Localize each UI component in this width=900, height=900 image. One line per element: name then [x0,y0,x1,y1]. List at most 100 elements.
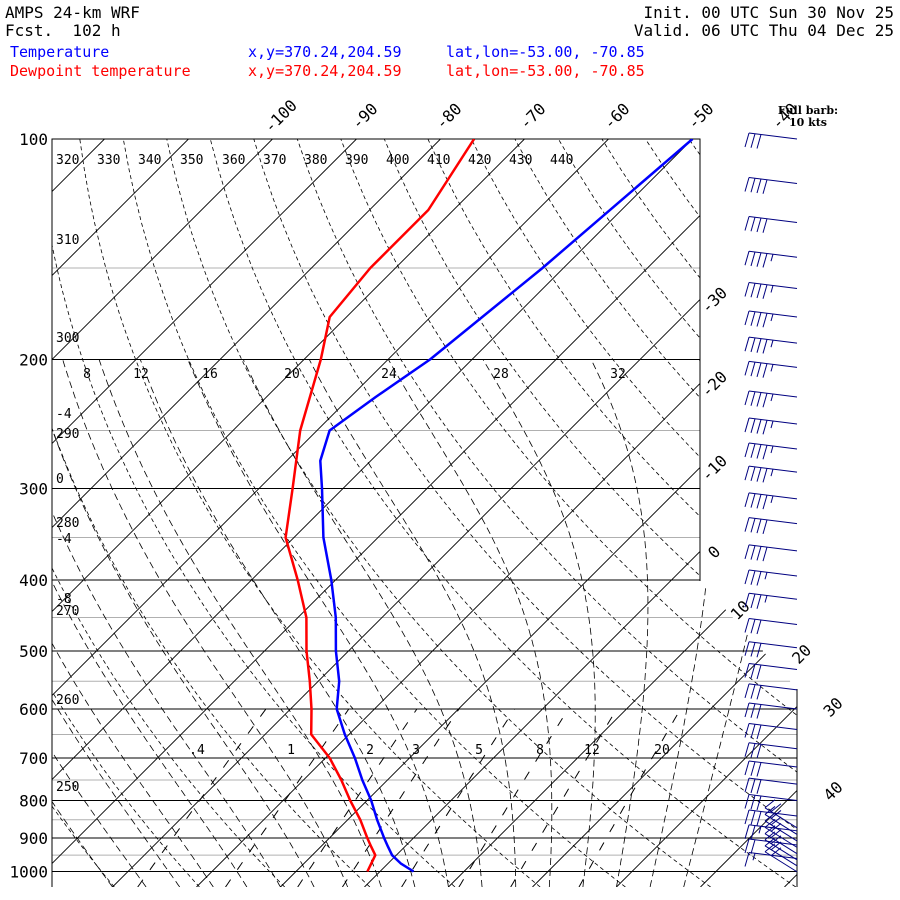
moist-adiabat-line [52,359,281,887]
wind-barb-half [758,826,762,834]
isotherm-label-top: -50 [684,99,718,133]
isotherm-label-top: -90 [348,99,382,133]
wind-barb-flag [744,251,750,266]
wind-barb-flag [756,571,762,586]
wind-barb-flag [744,618,750,633]
theta-label-top: 340 [138,153,161,168]
wind-barb-flag [764,843,776,853]
wind-barb-flag [756,704,762,719]
wind-barb [744,617,798,635]
wind-barb-flag [756,664,762,680]
wind-barb-flag [756,134,762,149]
wind-barb-flag [764,837,776,847]
wind-barb-flag [750,251,756,267]
wind-barb-flag [744,760,750,776]
wind-barb-half [770,469,774,477]
wind-barb [744,793,798,811]
isotherm-line [616,139,797,887]
dry-adiabat-line [52,139,115,887]
wind-barb-flag [744,417,750,433]
theta-label-top: 370 [263,153,286,168]
pressure-label: 200 [19,350,48,369]
dry-adiabat-line [514,139,797,887]
wind-barb-staff [764,807,798,829]
wind-barb-half [770,393,774,402]
moist-adiabat-line [139,359,416,887]
wind-barb-flag [750,761,756,776]
wind-barb-flag [750,593,756,609]
wind-barb [744,336,798,354]
isotherm-label-top: -60 [600,99,634,133]
moist-adiabat-line [98,359,382,887]
temperature-profile [319,139,694,873]
isotherm-label-right: 10 [727,597,754,624]
isotherm-label-left: 0 [56,472,64,487]
wind-barb-flag [762,495,768,510]
init-time: Init. 00 UTC Sun 30 Nov 25 [643,3,894,22]
mixing-ratio-label: 8 [536,743,544,758]
dry-adiabat-line [775,139,797,887]
wind-barb-flag [756,392,762,407]
isotherm-line [52,139,777,887]
wind-barb-flag [750,570,756,585]
moist-adiabat-line [52,359,181,887]
moist-adiabat-line [52,359,315,887]
moist-adiabat-line [388,359,553,887]
wind-barb-flag [744,361,750,376]
wind-barb-staff [764,839,798,861]
wind-barb [744,544,798,562]
wind-barb-flag [744,683,750,698]
wind-barb-flag [750,518,756,533]
wind-barb [744,465,798,483]
wind-barb-flag [756,518,762,534]
isotherm-label-left: -4 [56,407,72,422]
wind-barb-flag [756,444,762,459]
pressure-label: 700 [19,749,48,768]
wind-barb-flag [750,703,756,718]
wind-barb-flag [744,778,750,793]
dewpoint-profile [284,139,476,873]
wind-barb-flag [756,217,762,233]
wind-barb-flag [744,824,750,839]
wind-barb-flag [744,569,750,585]
theta-label-left: 250 [56,780,79,795]
isotherm-line [532,139,797,887]
wind-barb-flag [762,339,768,354]
wind-barb-flag [756,467,762,482]
mixing-ratio-label: 3 [412,743,420,758]
wind-barb [744,282,798,299]
wind-barb-flag [770,847,782,857]
wind-barb-flag [762,284,768,299]
wind-barb-flag [750,418,756,433]
wind-barb [744,390,798,408]
moist-adiabat-label: 32 [610,367,626,382]
pressure-label: 300 [19,479,48,498]
legend-temperature-latlon: lat,lon=-53.00, -70.85 [446,43,645,61]
wind-barb [764,806,798,835]
isotherm-line [52,139,189,887]
wind-barb-half [770,313,774,322]
dry-adiabat-line [52,139,285,887]
theta-label-top: 400 [386,153,409,168]
isotherm-line [448,139,797,887]
wind-barb [744,777,798,794]
wind-barb-flag [764,812,776,822]
moist-adiabat-line [52,359,147,887]
wind-barb-flag [762,546,768,562]
theta-label-top: 430 [509,153,532,168]
isotherm-label-top: -100 [260,96,301,137]
legend-dewpoint-latlon: lat,lon=-53.00, -70.85 [446,62,645,80]
mixing-ratio-label: 5 [475,743,483,758]
isotherm-line [52,139,273,887]
moist-adiabat-line [590,359,649,887]
isotherm-line [196,139,797,887]
wind-barb-half [770,254,774,262]
wind-barb-flag [762,393,768,408]
wind-barb-flag [744,723,750,738]
moist-adiabat-line [242,359,483,887]
wind-barb-flag [756,685,762,700]
wind-barb-flag [764,825,776,835]
wind-barb [764,812,798,842]
wind-barb-staff [748,641,798,649]
pressure-minor-lines [52,267,797,856]
